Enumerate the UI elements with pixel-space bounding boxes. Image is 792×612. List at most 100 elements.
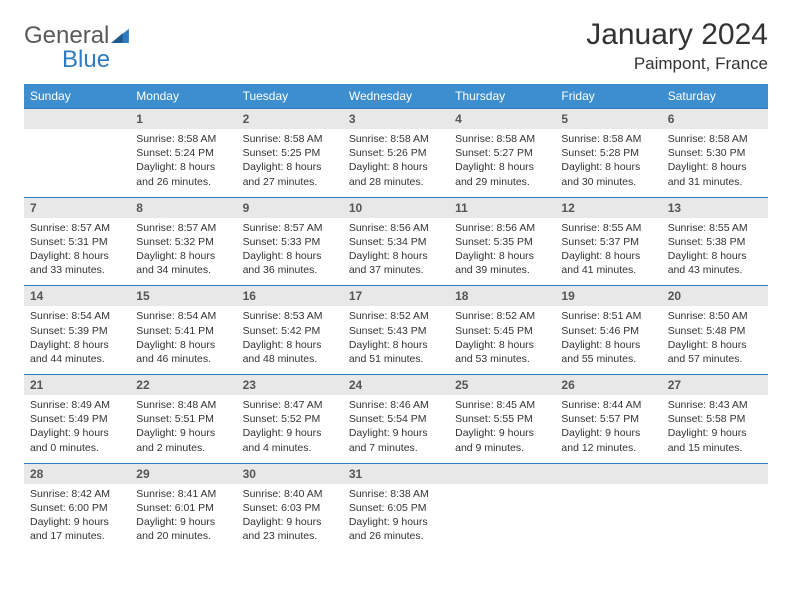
daylight-line-1: Daylight: 8 hours [30, 338, 124, 352]
daylight-line-2: and 37 minutes. [349, 263, 443, 277]
day-detail-cell: Sunrise: 8:49 AMSunset: 5:49 PMDaylight:… [24, 395, 130, 463]
daylight-line-2: and 30 minutes. [561, 175, 655, 189]
day-number-cell: 13 [662, 197, 768, 218]
day-detail-cell: Sunrise: 8:40 AMSunset: 6:03 PMDaylight:… [237, 484, 343, 552]
sunrise-line: Sunrise: 8:58 AM [561, 132, 655, 146]
daylight-line-1: Daylight: 9 hours [136, 426, 230, 440]
day-number-cell: 23 [237, 375, 343, 396]
sunset-line: Sunset: 5:25 PM [243, 146, 337, 160]
daylight-line-2: and 39 minutes. [455, 263, 549, 277]
day-detail-cell: Sunrise: 8:54 AMSunset: 5:41 PMDaylight:… [130, 306, 236, 374]
day-detail-cell: Sunrise: 8:45 AMSunset: 5:55 PMDaylight:… [449, 395, 555, 463]
sunset-line: Sunset: 5:54 PM [349, 412, 443, 426]
sunset-line: Sunset: 5:43 PM [349, 324, 443, 338]
sunset-line: Sunset: 5:33 PM [243, 235, 337, 249]
daylight-line-2: and 51 minutes. [349, 352, 443, 366]
daylight-line-1: Daylight: 9 hours [243, 515, 337, 529]
day-number-cell: 5 [555, 109, 661, 130]
daylight-line-1: Daylight: 9 hours [668, 426, 762, 440]
sunset-line: Sunset: 5:49 PM [30, 412, 124, 426]
day-number-cell: 25 [449, 375, 555, 396]
daylight-line-2: and 53 minutes. [455, 352, 549, 366]
sunrise-line: Sunrise: 8:51 AM [561, 309, 655, 323]
day-number-cell: 29 [130, 463, 236, 484]
day-number-cell: 26 [555, 375, 661, 396]
day-number-cell: 27 [662, 375, 768, 396]
day-number-cell: 19 [555, 286, 661, 307]
day-detail-cell: Sunrise: 8:58 AMSunset: 5:28 PMDaylight:… [555, 129, 661, 197]
sunrise-line: Sunrise: 8:50 AM [668, 309, 762, 323]
sunrise-line: Sunrise: 8:58 AM [455, 132, 549, 146]
weekday-header-row: Sunday Monday Tuesday Wednesday Thursday… [24, 84, 768, 109]
sunrise-line: Sunrise: 8:58 AM [668, 132, 762, 146]
logo: GeneralBlue [24, 18, 129, 74]
sunrise-line: Sunrise: 8:53 AM [243, 309, 337, 323]
daylight-line-1: Daylight: 8 hours [243, 338, 337, 352]
daylight-line-1: Daylight: 9 hours [243, 426, 337, 440]
day-detail-cell: Sunrise: 8:52 AMSunset: 5:43 PMDaylight:… [343, 306, 449, 374]
day-number-cell: 21 [24, 375, 130, 396]
day-detail-cell: Sunrise: 8:58 AMSunset: 5:24 PMDaylight:… [130, 129, 236, 197]
day-detail-cell: Sunrise: 8:47 AMSunset: 5:52 PMDaylight:… [237, 395, 343, 463]
daylight-line-1: Daylight: 8 hours [136, 249, 230, 263]
day-detail-cell [662, 484, 768, 552]
day-number-cell [555, 463, 661, 484]
daylight-line-2: and 4 minutes. [243, 441, 337, 455]
day-detail-cell [449, 484, 555, 552]
weekday-header: Monday [130, 84, 236, 109]
weekday-header: Saturday [662, 84, 768, 109]
daylight-line-1: Daylight: 8 hours [668, 160, 762, 174]
location: Paimpont, France [586, 54, 768, 74]
sunrise-line: Sunrise: 8:58 AM [136, 132, 230, 146]
sunrise-line: Sunrise: 8:57 AM [30, 221, 124, 235]
sunrise-line: Sunrise: 8:47 AM [243, 398, 337, 412]
day-number-cell: 9 [237, 197, 343, 218]
sunrise-line: Sunrise: 8:40 AM [243, 487, 337, 501]
day-detail-cell: Sunrise: 8:51 AMSunset: 5:46 PMDaylight:… [555, 306, 661, 374]
day-detail-row: Sunrise: 8:49 AMSunset: 5:49 PMDaylight:… [24, 395, 768, 463]
sunset-line: Sunset: 5:39 PM [30, 324, 124, 338]
daylight-line-1: Daylight: 8 hours [136, 160, 230, 174]
day-detail-cell: Sunrise: 8:58 AMSunset: 5:25 PMDaylight:… [237, 129, 343, 197]
daylight-line-2: and 17 minutes. [30, 529, 124, 543]
day-number-cell: 2 [237, 109, 343, 130]
daylight-line-2: and 0 minutes. [30, 441, 124, 455]
sunrise-line: Sunrise: 8:58 AM [349, 132, 443, 146]
day-number-cell: 12 [555, 197, 661, 218]
day-number-cell: 14 [24, 286, 130, 307]
day-detail-cell: Sunrise: 8:46 AMSunset: 5:54 PMDaylight:… [343, 395, 449, 463]
sunset-line: Sunset: 5:42 PM [243, 324, 337, 338]
day-number-row: 78910111213 [24, 197, 768, 218]
sunrise-line: Sunrise: 8:55 AM [561, 221, 655, 235]
day-detail-cell: Sunrise: 8:41 AMSunset: 6:01 PMDaylight:… [130, 484, 236, 552]
day-number-cell: 30 [237, 463, 343, 484]
weekday-header: Tuesday [237, 84, 343, 109]
daylight-line-2: and 12 minutes. [561, 441, 655, 455]
sunrise-line: Sunrise: 8:41 AM [136, 487, 230, 501]
daylight-line-2: and 15 minutes. [668, 441, 762, 455]
daylight-line-1: Daylight: 9 hours [30, 515, 124, 529]
calendar-page: GeneralBlue January 2024 Paimpont, Franc… [0, 0, 792, 551]
sunset-line: Sunset: 5:27 PM [455, 146, 549, 160]
day-number-cell: 28 [24, 463, 130, 484]
sunset-line: Sunset: 5:37 PM [561, 235, 655, 249]
month-title: January 2024 [586, 18, 768, 52]
daylight-line-2: and 43 minutes. [668, 263, 762, 277]
day-detail-cell: Sunrise: 8:56 AMSunset: 5:35 PMDaylight:… [449, 218, 555, 286]
daylight-line-1: Daylight: 8 hours [561, 249, 655, 263]
daylight-line-2: and 9 minutes. [455, 441, 549, 455]
sunrise-line: Sunrise: 8:56 AM [455, 221, 549, 235]
sunset-line: Sunset: 5:46 PM [561, 324, 655, 338]
daylight-line-1: Daylight: 8 hours [349, 160, 443, 174]
day-detail-row: Sunrise: 8:58 AMSunset: 5:24 PMDaylight:… [24, 129, 768, 197]
day-detail-row: Sunrise: 8:54 AMSunset: 5:39 PMDaylight:… [24, 306, 768, 374]
day-detail-cell: Sunrise: 8:57 AMSunset: 5:33 PMDaylight:… [237, 218, 343, 286]
sunrise-line: Sunrise: 8:46 AM [349, 398, 443, 412]
daylight-line-1: Daylight: 9 hours [455, 426, 549, 440]
day-detail-cell: Sunrise: 8:58 AMSunset: 5:26 PMDaylight:… [343, 129, 449, 197]
daylight-line-2: and 2 minutes. [136, 441, 230, 455]
page-header: GeneralBlue January 2024 Paimpont, Franc… [24, 18, 768, 74]
sunrise-line: Sunrise: 8:44 AM [561, 398, 655, 412]
day-number-cell: 16 [237, 286, 343, 307]
day-number-row: 123456 [24, 109, 768, 130]
